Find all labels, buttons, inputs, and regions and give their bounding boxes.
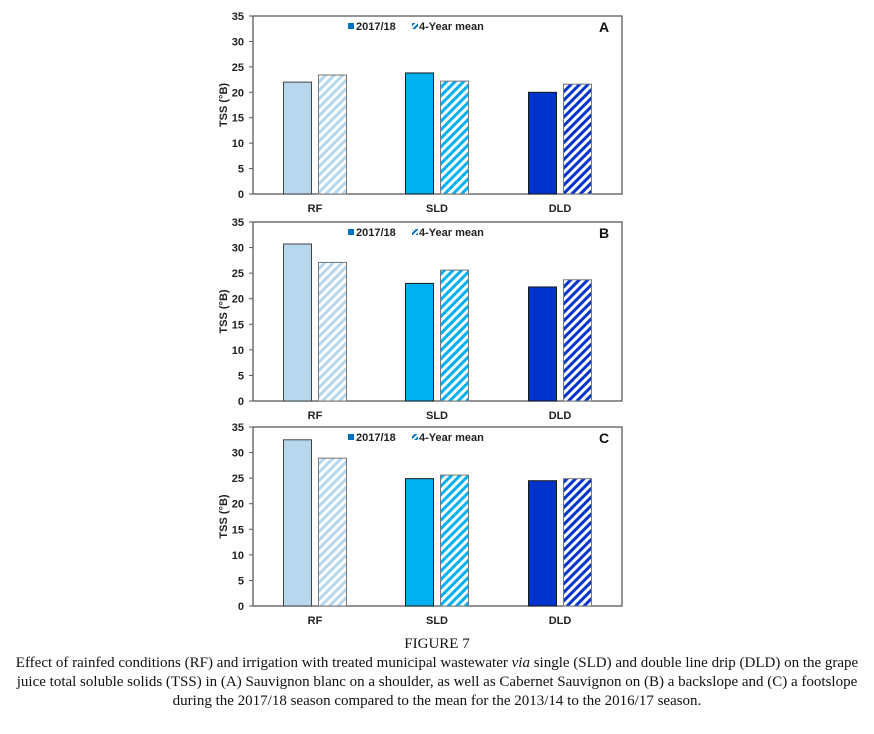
legend-label-mean: 4-Year mean bbox=[419, 227, 484, 239]
bar-sld-current bbox=[405, 478, 434, 607]
y-tick-label: 0 bbox=[238, 189, 244, 201]
y-tick-label: 25 bbox=[232, 268, 244, 280]
legend-swatch-hatched bbox=[412, 229, 418, 235]
chart-panel-b: 0 5 10 15 20 25 30 35 TSS (°B) RF SLD DLD 2017/18 4-Y… bbox=[218, 217, 623, 422]
y-tick-label: 25 bbox=[232, 473, 244, 485]
legend-label-current: 2017/18 bbox=[356, 432, 396, 444]
x-tick-label: RF bbox=[308, 203, 323, 215]
figure-title: FIGURE 7 bbox=[404, 636, 470, 652]
y-tick-label: 35 bbox=[232, 217, 244, 229]
bar-rf-mean bbox=[318, 261, 347, 402]
bar-dld-current bbox=[528, 91, 557, 195]
x-tick-label: DLD bbox=[549, 615, 572, 627]
bar-dld-mean bbox=[563, 478, 592, 607]
chart-panel-a: 0 5 10 15 20 25 30 35 TSS (°B) RF SLD DLD 2017/18 4-Y… bbox=[218, 11, 623, 215]
legend-label-current: 2017/18 bbox=[356, 21, 396, 33]
y-tick-label: 5 bbox=[238, 164, 244, 176]
y-axis-label: TSS (°B) bbox=[218, 83, 230, 127]
y-tick-label: 0 bbox=[238, 601, 244, 613]
y-tick-label: 35 bbox=[232, 422, 244, 434]
y-tick-label: 10 bbox=[232, 138, 244, 150]
bar-rf-mean bbox=[318, 74, 347, 195]
x-tick-label: RF bbox=[308, 410, 323, 422]
legend-swatch-solid bbox=[348, 229, 354, 235]
bar-sld-mean bbox=[440, 269, 469, 402]
bar-dld-current bbox=[528, 480, 557, 607]
figure-caption: Effect of rainfed conditions (RF) and ir… bbox=[0, 654, 874, 711]
y-tick-label: 15 bbox=[232, 113, 244, 125]
bar-dld-mean bbox=[563, 279, 592, 402]
bar-rf-mean bbox=[318, 457, 347, 607]
plot-area-frame bbox=[252, 221, 623, 402]
panel-label: C bbox=[599, 430, 609, 446]
y-tick-label: 20 bbox=[232, 499, 244, 511]
chart-legend: 2017/18 4-Year mean bbox=[348, 227, 484, 239]
bar-rf-current bbox=[283, 439, 312, 607]
x-tick-label: DLD bbox=[549, 203, 572, 215]
y-axis-label: TSS (°B) bbox=[218, 494, 230, 538]
y-tick-label: 15 bbox=[232, 524, 244, 536]
y-tick-label: 0 bbox=[238, 396, 244, 408]
bar-dld-current bbox=[528, 286, 557, 402]
x-tick-label: SLD bbox=[426, 615, 448, 627]
legend-label-mean: 4-Year mean bbox=[419, 432, 484, 444]
chart-legend: 2017/18 4-Year mean bbox=[348, 432, 484, 444]
bar-rf-current bbox=[283, 243, 312, 402]
y-tick-label: 10 bbox=[232, 345, 244, 357]
chart-panel-c: 0 5 10 15 20 25 30 35 TSS (°B) RF SLD DLD 2017/18 4-Y… bbox=[218, 422, 623, 627]
caption-part-2: single (SLD) and double line drip (DLD) … bbox=[16, 655, 859, 709]
bar-dld-mean bbox=[563, 83, 592, 195]
legend-swatch-solid bbox=[348, 23, 354, 29]
y-axis-label: TSS (°B) bbox=[218, 289, 230, 333]
y-tick-label: 10 bbox=[232, 550, 244, 562]
x-tick-label: RF bbox=[308, 615, 323, 627]
plot-area-frame bbox=[252, 426, 623, 607]
y-tick-label: 15 bbox=[232, 319, 244, 331]
y-tick-label: 35 bbox=[232, 11, 244, 23]
y-tick-label: 30 bbox=[232, 36, 244, 48]
y-tick-label: 5 bbox=[238, 370, 244, 382]
legend-label-mean: 4-Year mean bbox=[419, 21, 484, 33]
y-tick-label: 5 bbox=[238, 575, 244, 587]
y-tick-label: 20 bbox=[232, 294, 244, 306]
bar-sld-mean bbox=[440, 474, 469, 607]
bar-sld-mean bbox=[440, 80, 469, 195]
caption-part-1: Effect of rainfed conditions (RF) and ir… bbox=[15, 655, 512, 671]
panel-label: B bbox=[599, 225, 609, 241]
y-tick-label: 30 bbox=[232, 243, 244, 255]
x-tick-label: DLD bbox=[549, 410, 572, 422]
legend-label-current: 2017/18 bbox=[356, 227, 396, 239]
plot-area-frame bbox=[252, 15, 623, 195]
chart-legend: 2017/18 4-Year mean bbox=[348, 21, 484, 33]
figure-charts: 0 5 10 15 20 25 30 35 TSS (°B) RF SLD DLD 2017/18 4-Y… bbox=[218, 11, 623, 627]
y-tick-label: 20 bbox=[232, 87, 244, 99]
x-tick-label: SLD bbox=[426, 203, 448, 215]
bar-sld-current bbox=[405, 72, 434, 195]
y-tick-label: 30 bbox=[232, 448, 244, 460]
legend-swatch-hatched bbox=[412, 23, 418, 29]
bar-rf-current bbox=[283, 81, 312, 195]
legend-swatch-hatched bbox=[412, 434, 418, 440]
y-tick-label: 25 bbox=[232, 62, 244, 74]
caption-part-italic: via bbox=[511, 655, 530, 671]
legend-swatch-solid bbox=[348, 434, 354, 440]
bar-sld-current bbox=[405, 282, 434, 402]
x-tick-label: SLD bbox=[426, 410, 448, 422]
panel-label: A bbox=[599, 19, 609, 35]
